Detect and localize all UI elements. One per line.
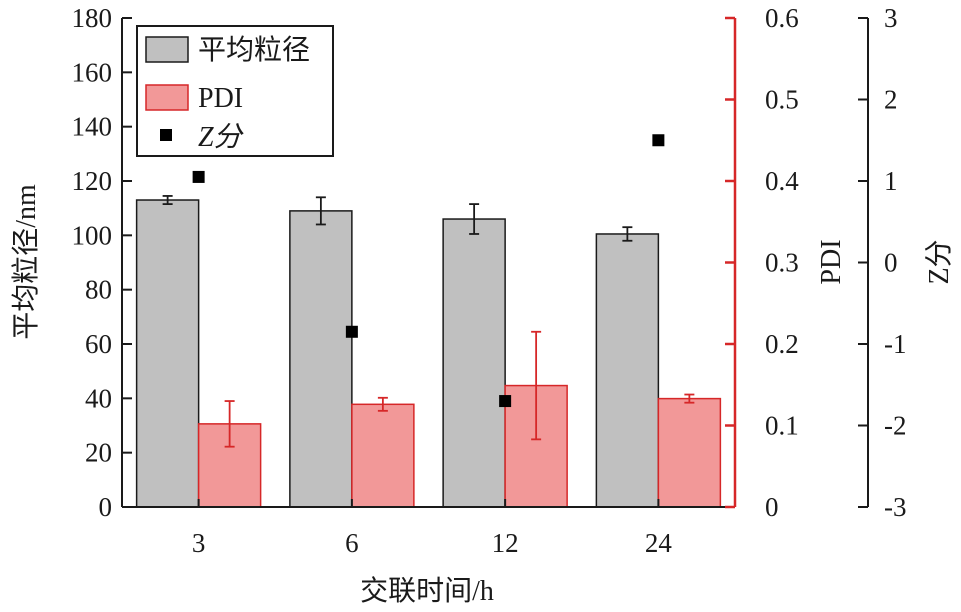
- y-left-tick-label-140: 140: [72, 112, 113, 142]
- y-left-tick-label-160: 160: [72, 57, 113, 87]
- bar-size-24: [595, 233, 660, 508]
- x-tick-label-3: 3: [192, 528, 206, 558]
- error-size-6: [315, 196, 326, 226]
- y-z-tick-label-3: 3: [884, 3, 898, 33]
- y-pdi-tick-label-0.2: 0.2: [765, 329, 799, 359]
- error-size-24: [622, 226, 633, 242]
- y-z-tick-label--1: -1: [884, 329, 907, 359]
- error-size-12: [469, 203, 480, 235]
- point-z-24: [652, 134, 665, 147]
- y-pdi-tick-label-0.5: 0.5: [765, 85, 799, 115]
- y-z-tick-label--2: -2: [884, 411, 907, 441]
- y-z-tick-label-2: 2: [884, 85, 898, 115]
- y-left-tick-label-180: 180: [72, 3, 113, 33]
- bar-pdi-6: [351, 403, 415, 508]
- y-pdi-tick-label-0.4: 0.4: [765, 166, 799, 196]
- x-tick-label-24: 24: [645, 528, 673, 558]
- bar-pdi-24: [657, 397, 722, 508]
- y-axis-z-title: Z分: [924, 239, 955, 284]
- y-left-tick-label-120: 120: [72, 166, 113, 196]
- y-axis-left-title: 平均粒径/nm: [10, 184, 42, 340]
- y-pdi-tick-label-0.3: 0.3: [765, 248, 799, 278]
- x-tick-label-6: 6: [345, 528, 359, 558]
- bar-size-3: [135, 199, 200, 508]
- legend-swatch-z: [160, 129, 172, 141]
- y-axis-pdi-title: PDI: [816, 239, 847, 284]
- error-pdi-6: [377, 396, 388, 412]
- error-pdi-12: [531, 330, 542, 441]
- y-left-tick-label-60: 60: [85, 329, 112, 359]
- y-left-tick-label-0: 0: [99, 492, 113, 522]
- x-tick-label-12: 12: [492, 528, 519, 558]
- legend-swatch-pdi: [145, 84, 189, 111]
- y-z-tick-label-0: 0: [884, 248, 898, 278]
- error-pdi-3: [224, 400, 235, 448]
- legend-label-pdi: PDI: [198, 83, 243, 114]
- y-pdi-tick-label-0.6: 0.6: [765, 3, 799, 33]
- y-left-tick-label-80: 80: [85, 275, 112, 305]
- error-bars-layer: [162, 195, 695, 448]
- y-left-tick-label-20: 20: [85, 438, 112, 468]
- y-z-tick-label--3: -3: [884, 492, 907, 522]
- y-left-tick-label-100: 100: [72, 220, 113, 250]
- error-size-3: [162, 195, 173, 205]
- x-axis-title: 交联时间/h: [360, 575, 494, 607]
- y-left-tick-label-40: 40: [85, 383, 112, 413]
- scatter-points-layer: [192, 134, 665, 408]
- legend-label-z: Z分: [198, 122, 245, 153]
- y-z-tick-label-1: 1: [884, 166, 898, 196]
- bar-size-6: [289, 210, 353, 508]
- legend-label-size: 平均粒径: [198, 34, 310, 66]
- legend: 平均粒径 PDI Z分: [136, 25, 334, 157]
- point-z-3: [192, 170, 205, 183]
- error-pdi-24: [684, 393, 695, 404]
- legend-swatch-size: [145, 36, 189, 63]
- bar-size-12: [442, 218, 506, 508]
- bars-layer: [135, 199, 722, 508]
- y-pdi-tick-label-0: 0: [765, 492, 779, 522]
- y-pdi-tick-label-0.1: 0.1: [765, 411, 799, 441]
- axes-layer: 02040608010012014016018000.10.20.30.40.5…: [72, 3, 907, 558]
- point-z-12: [499, 395, 512, 408]
- point-z-6: [345, 325, 358, 338]
